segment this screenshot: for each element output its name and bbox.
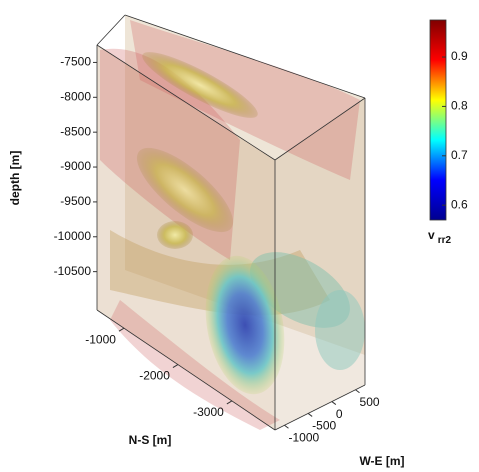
y-tick [331, 401, 337, 405]
z-tick-label: -8500 [60, 124, 91, 138]
x-tick [172, 364, 179, 368]
y-tick-label: 500 [360, 395, 380, 409]
box-edge [96, 44, 276, 161]
colorbar-tick-label: 0.7 [451, 148, 468, 162]
isosurface [157, 221, 193, 249]
colorbar-label-sub: rr2 [438, 235, 452, 246]
isosurface [315, 290, 365, 370]
z-tick-label: -9500 [60, 194, 91, 208]
z-axis-title: depth [m] [8, 151, 22, 206]
box-edge [274, 384, 366, 431]
box-edge [96, 309, 276, 431]
colorbar-tick-label: 0.8 [451, 99, 468, 113]
colorbar-label-main: v [428, 228, 435, 242]
z-tick-label: -9000 [60, 159, 91, 173]
x-axis-title: N-S [m] [129, 433, 172, 447]
isosurface [142, 52, 258, 118]
colorbar-tick-label: 0.6 [451, 197, 468, 211]
isosurface [110, 300, 280, 430]
y-tick-label: -1000 [288, 430, 319, 444]
y-tick-label: -500 [312, 419, 336, 433]
x-tick [118, 327, 125, 332]
z-tick-label: -8000 [60, 89, 91, 103]
isosurface [136, 147, 234, 233]
colorbar-tick-label: 0.9 [451, 49, 468, 63]
y-tick-label: 0 [336, 407, 343, 421]
z-tick-label: -7500 [60, 55, 91, 69]
x-tick [226, 400, 233, 405]
y-axis-title: W-E [m] [359, 454, 404, 468]
box-edge [274, 97, 366, 161]
colorbar-label: v rr2 [428, 228, 451, 245]
box-edge [96, 14, 126, 46]
back-face [125, 15, 365, 355]
colorbar [429, 19, 447, 221]
y-tick [284, 424, 289, 429]
volume [96, 14, 366, 431]
y-tick [307, 413, 313, 417]
x-tick-label: -3000 [193, 405, 224, 419]
z-tick-label: -10000 [54, 229, 92, 243]
isosurface [205, 255, 285, 395]
y-tick [355, 389, 360, 394]
z-tick-label: -10500 [54, 264, 92, 278]
x-tick-label: -1000 [85, 332, 116, 346]
box-edge [124, 14, 366, 99]
x-tick-label: -2000 [139, 369, 170, 383]
